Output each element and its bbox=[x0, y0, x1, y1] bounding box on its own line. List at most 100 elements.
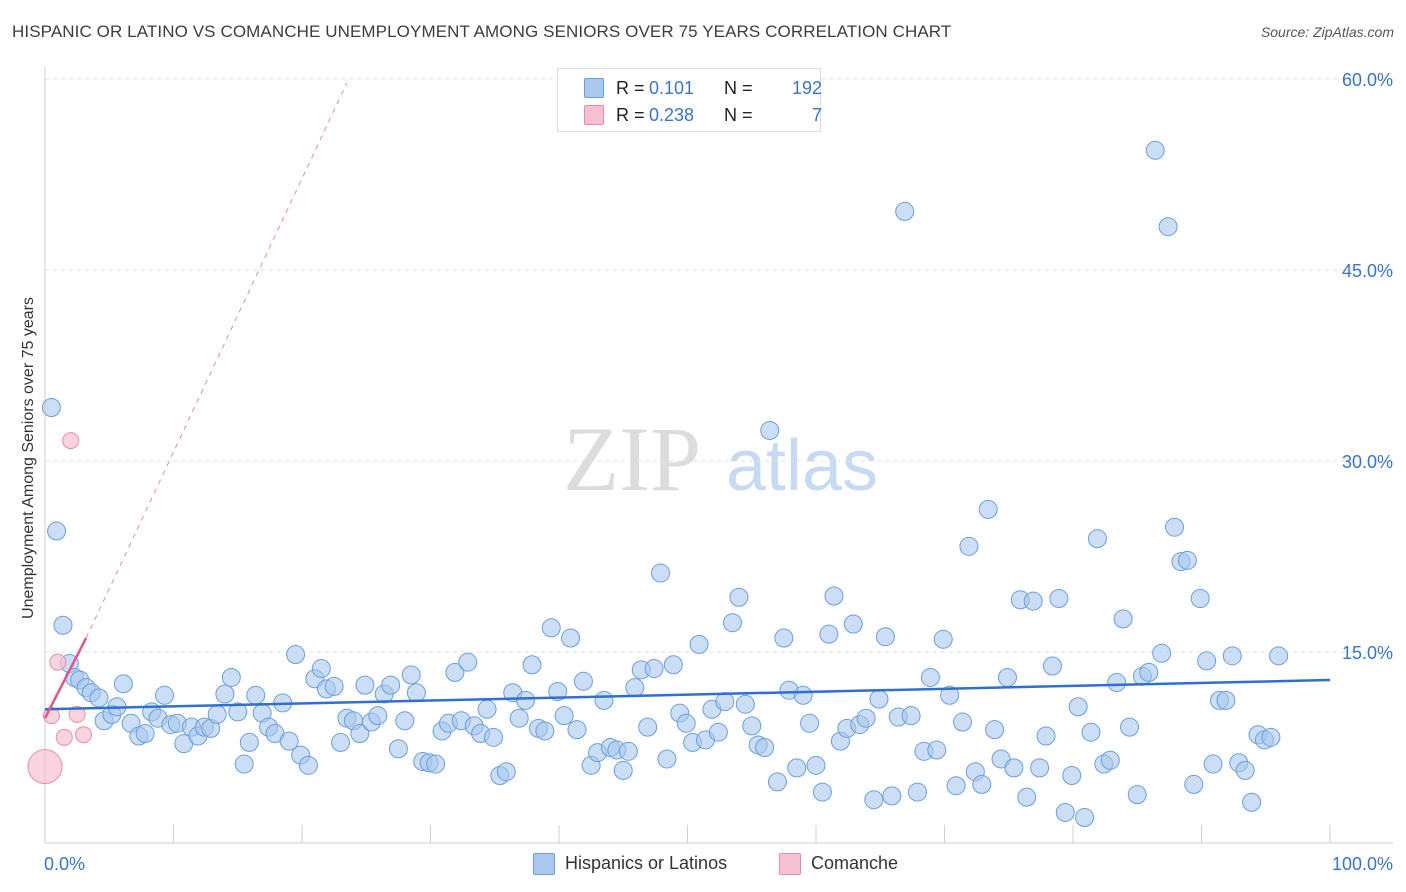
hispanic-point bbox=[1235, 760, 1255, 780]
hispanic-point bbox=[541, 618, 561, 638]
hispanic-point bbox=[1269, 646, 1289, 666]
legend-swatch-hispanic bbox=[533, 853, 555, 875]
hispanic-point bbox=[561, 628, 581, 648]
hispanic-point bbox=[1068, 697, 1088, 717]
hispanic-point bbox=[1087, 529, 1107, 549]
hispanic-point bbox=[135, 723, 155, 743]
legend-r-label: R = bbox=[616, 105, 645, 125]
hispanic-point bbox=[395, 711, 415, 731]
hispanic-point bbox=[1062, 766, 1082, 786]
hispanic-point bbox=[1216, 690, 1236, 710]
hispanic-point bbox=[426, 754, 446, 774]
y-tick-label: 15.0% bbox=[1342, 643, 1393, 663]
hispanic-point bbox=[567, 720, 587, 740]
hispanic-point bbox=[901, 706, 921, 726]
hispanic-point bbox=[715, 692, 735, 712]
hispanic-point bbox=[1023, 591, 1043, 611]
hispanic-point bbox=[689, 634, 709, 654]
hispanic-point bbox=[824, 586, 844, 606]
legend-r-label: R = bbox=[616, 78, 645, 98]
hispanic-point bbox=[1261, 727, 1281, 747]
hispanic-point bbox=[1177, 550, 1197, 570]
hispanic-point bbox=[53, 615, 73, 635]
hispanic-point bbox=[864, 790, 884, 810]
hispanic-point bbox=[1158, 217, 1178, 237]
hispanic-point bbox=[554, 706, 574, 726]
chart-title: HISPANIC OR LATINO VS COMANCHE UNEMPLOYM… bbox=[12, 22, 952, 41]
hispanic-point bbox=[735, 694, 755, 714]
hispanic-point bbox=[1139, 662, 1159, 682]
hispanic-point bbox=[676, 713, 696, 733]
hispanic-point bbox=[1197, 651, 1217, 671]
hispanic-point bbox=[895, 201, 915, 221]
comanche-point bbox=[55, 728, 73, 746]
hispanic-point bbox=[875, 627, 895, 647]
legend-swatch-comanche bbox=[584, 105, 604, 125]
hispanic-point bbox=[1036, 726, 1056, 746]
hispanic-point bbox=[1222, 646, 1242, 666]
hispanic-point bbox=[651, 563, 671, 583]
legend-r-value: 0.238 bbox=[649, 105, 695, 125]
source-label: Source: ZipAtlas.com bbox=[1260, 24, 1394, 40]
hispanic-point bbox=[1145, 140, 1165, 160]
hispanic-point bbox=[663, 655, 683, 675]
hispanic-point bbox=[207, 704, 227, 724]
hispanic-point bbox=[985, 720, 1005, 740]
legend-label-hispanic: Hispanics or Latinos bbox=[565, 853, 728, 873]
hispanic-point bbox=[246, 685, 266, 705]
hispanic-point bbox=[548, 681, 568, 701]
legend-swatch-comanche bbox=[779, 853, 801, 875]
hispanic-point bbox=[946, 776, 966, 796]
hispanic-point bbox=[1075, 808, 1095, 828]
comanche-trend-line bbox=[43, 637, 88, 719]
hispanic-point bbox=[933, 629, 953, 649]
hispanic-point bbox=[869, 689, 889, 709]
hispanic-point bbox=[113, 674, 133, 694]
hispanic-point bbox=[1203, 754, 1223, 774]
hispanic-point bbox=[535, 721, 555, 741]
hispanic-point bbox=[767, 772, 787, 792]
hispanic-point bbox=[355, 675, 375, 695]
hispanic-point bbox=[1152, 643, 1172, 663]
hispanic-point bbox=[286, 645, 306, 665]
hispanic-point bbox=[657, 749, 677, 769]
hispanic-trend-line bbox=[44, 678, 1331, 711]
hispanic-point bbox=[1055, 802, 1075, 822]
hispanic-point bbox=[221, 667, 241, 687]
hispanic-point bbox=[483, 727, 503, 747]
comanche-trend-dashed bbox=[85, 82, 348, 639]
hispanic-point bbox=[1081, 722, 1101, 742]
comanche-point bbox=[75, 726, 93, 744]
comanche-point bbox=[27, 749, 63, 785]
hispanic-point bbox=[972, 774, 992, 794]
hispanic-point bbox=[1049, 589, 1069, 609]
hispanic-point bbox=[228, 702, 248, 722]
hispanic-point bbox=[41, 398, 61, 418]
hispanic-point bbox=[89, 688, 109, 708]
hispanic-point bbox=[625, 678, 645, 698]
hispanic-point bbox=[573, 671, 593, 691]
hispanic-point bbox=[594, 690, 614, 710]
hispanic-point bbox=[920, 667, 940, 687]
hispanic-point bbox=[1030, 758, 1050, 778]
hispanic-point bbox=[239, 732, 259, 752]
stats-legend: R = 0.101 N = 192 R = 0.238 N = 7 bbox=[557, 68, 822, 132]
hispanic-point bbox=[477, 699, 497, 719]
legend-n-value: 192 bbox=[791, 78, 822, 98]
hispanic-point bbox=[787, 758, 807, 778]
hispanic-point bbox=[812, 782, 832, 802]
hispanic-point bbox=[1184, 774, 1204, 794]
comanche-point bbox=[68, 705, 86, 723]
legend-swatch-hispanic bbox=[584, 78, 604, 98]
hispanic-point bbox=[1107, 673, 1127, 693]
hispanic-point bbox=[234, 754, 254, 774]
legend-n-value: 7 bbox=[811, 105, 822, 125]
hispanic-point bbox=[856, 708, 876, 728]
hispanic-point bbox=[1113, 609, 1133, 629]
hispanic-point bbox=[952, 712, 972, 732]
hispanic-point bbox=[1017, 787, 1037, 807]
hispanic-point bbox=[279, 731, 299, 751]
hispanic-point bbox=[800, 713, 820, 733]
hispanic-point bbox=[618, 741, 638, 761]
